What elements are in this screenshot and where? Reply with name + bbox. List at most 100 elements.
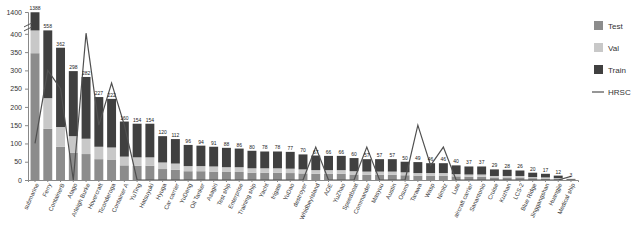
bar [158,162,167,169]
total-label: 91 [211,140,217,146]
bar [31,12,40,30]
tick-mark [60,180,61,182]
tick-mark [519,180,520,182]
bar-series [31,12,576,179]
bar [235,149,244,168]
bar [337,170,346,174]
bar [413,176,422,180]
tick: 250 [10,85,28,92]
tick-mark [494,180,495,182]
tick-mark [443,180,444,182]
tick-mark [366,180,367,182]
bar [43,129,52,180]
tick-mark [341,180,342,182]
bar [515,170,524,175]
bar [413,173,422,176]
tick-mark [277,180,278,182]
tick-mark [481,180,482,182]
tick-label: Oil Tanker [189,182,206,209]
tick-label: Kuzhan [498,182,512,203]
tick-label: Sanantonio [468,182,487,213]
legend-label: HRSC [608,88,631,97]
tick: 350 [10,49,28,56]
legend-swatch [592,91,604,92]
total-label: 66 [339,149,345,155]
tick-label: Osumi [397,182,410,200]
tick-mark [25,70,28,71]
total-label: 78 [275,144,281,150]
totals: 1388558362298282227222160154154120112969… [29,5,572,178]
tick-mark [264,180,265,182]
tick-mark [468,180,469,182]
tick-mark [35,180,36,182]
bar [362,172,371,175]
tick-mark [86,180,87,182]
tick: submarine [23,180,41,210]
tick-mark [328,180,329,182]
total-label: 558 [44,23,53,29]
tick-label: Austin [385,182,397,200]
tick-mark [558,180,559,182]
bar [490,169,499,176]
tick: Cruise [487,180,500,201]
tick: AOE [323,180,334,196]
bar [209,172,218,180]
total-label: 70 [300,147,306,153]
tick-label: Hatsuyuki [138,182,155,208]
bar [567,178,576,180]
total-label: 78 [262,144,268,150]
legend-swatch [594,43,603,52]
tick-label: Medical ship [556,182,576,215]
total-label: 154 [146,117,155,123]
total-label: 222 [107,92,116,98]
total-label: 60 [351,151,357,157]
total-label: 66 [326,149,332,155]
bar [209,147,218,167]
tick: ContainerB [47,180,65,212]
total-label: 12 [555,169,561,175]
tick-label: 300 [10,67,22,74]
bar [541,174,550,178]
bar [31,30,40,53]
bar [171,139,180,163]
total-label: 282 [82,70,91,76]
bar [196,146,205,166]
tick-mark [315,180,316,182]
total-label: 362 [56,41,65,47]
tick: Wasp [424,180,436,199]
bar [503,176,512,177]
bar [247,151,256,169]
tick-label: Container A [111,182,130,213]
bar [362,159,371,171]
total-label: 67 [313,149,319,155]
bar [286,173,295,180]
bar [171,164,180,170]
legend-swatch [594,21,603,30]
tick-mark [25,89,28,90]
tick-label: 50 [14,158,22,165]
bar [82,139,91,154]
y-axis: 0501001502002503003504001400 [6,9,28,184]
x-axis: submarineFerryContainerBAtagoArleigh Bur… [23,180,579,221]
bar [388,175,397,180]
total-label: 26 [517,163,523,169]
tick: YuTing [129,180,142,202]
total-label: 50 [402,155,408,161]
bar [133,124,142,158]
bar [43,98,52,129]
tick: Commander [352,180,371,215]
tick-mark [25,162,28,163]
bar [464,166,473,174]
tick-mark [25,143,28,144]
tick-mark [417,180,418,182]
bar [247,173,256,180]
bar [388,159,397,171]
tick-label: aircraft carrier [453,182,474,218]
tick: Lute [451,180,462,196]
tick-label: Lute [451,182,462,196]
tick-mark [111,180,112,182]
bar [82,77,91,139]
total-label: 28 [504,163,510,169]
tick-mark [137,180,138,182]
bar [235,172,244,180]
